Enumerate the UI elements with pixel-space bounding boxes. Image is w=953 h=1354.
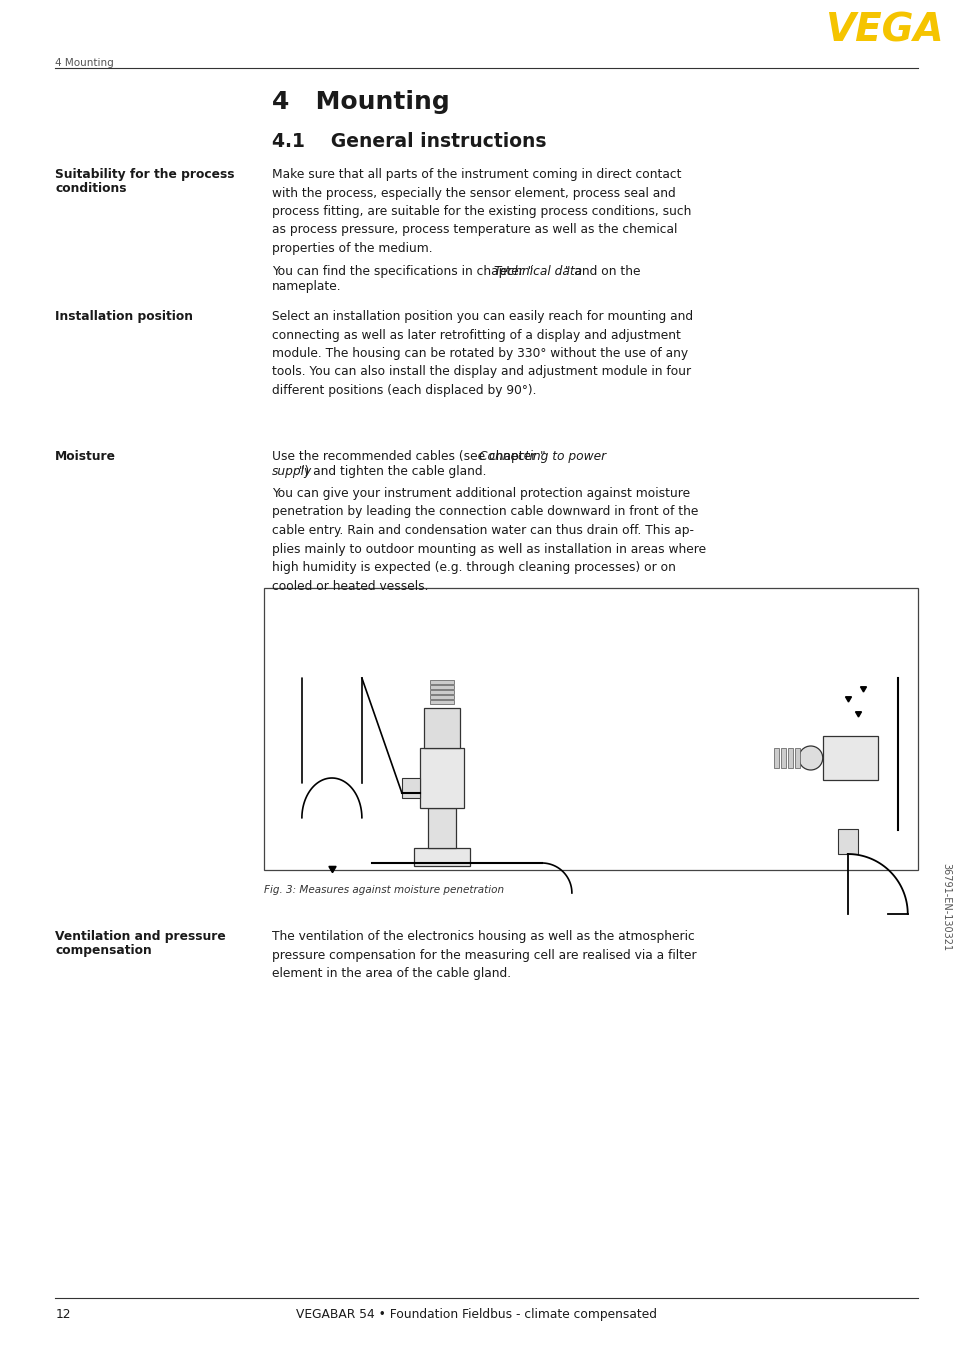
Text: supply: supply [272,464,312,478]
Text: VEGA: VEGA [824,12,943,50]
Bar [780,747,785,768]
Text: ") and tighten the cable gland.: ") and tighten the cable gland. [298,464,486,478]
Text: nameplate.: nameplate. [272,280,341,292]
Text: Use the recommended cables (see chapter ": Use the recommended cables (see chapter … [272,450,545,463]
Text: Fig. 3: Measures against moisture penetration: Fig. 3: Measures against moisture penetr… [264,886,503,895]
Circle shape [798,746,821,770]
Text: Ventilation and pressure: Ventilation and pressure [55,930,226,942]
Text: " and on the: " and on the [564,265,639,278]
Bar [430,700,454,704]
Bar [430,685,454,689]
Bar [430,680,454,684]
Bar [401,779,419,798]
Bar [264,588,917,871]
Text: You can give your instrument additional protection against moisture
penetration : You can give your instrument additional … [272,487,705,593]
Bar [419,747,463,808]
Text: You can find the specifications in chapter ": You can find the specifications in chapt… [272,265,533,278]
Text: 4 Mounting: 4 Mounting [55,58,114,68]
Bar [837,829,857,854]
Bar [414,848,470,867]
Bar [773,747,778,768]
Text: 12: 12 [55,1308,71,1322]
Bar [787,747,792,768]
Text: 4.1    General instructions: 4.1 General instructions [272,131,546,152]
Text: Moisture: Moisture [55,450,116,463]
Text: Make sure that all parts of the instrument coming in direct contact
with the pro: Make sure that all parts of the instrume… [272,168,691,255]
Bar [430,691,454,695]
Text: The ventilation of the electronics housing as well as the atmospheric
pressure c: The ventilation of the electronics housi… [272,930,696,980]
Bar [423,708,459,747]
Bar [430,695,454,699]
Text: Suitability for the process: Suitability for the process [55,168,234,181]
Bar [794,747,799,768]
Text: Select an installation position you can easily reach for mounting and
connecting: Select an installation position you can … [272,310,692,397]
Text: 4   Mounting: 4 Mounting [272,89,449,114]
Text: VEGABAR 54 • Foundation Fieldbus - climate compensated: VEGABAR 54 • Foundation Fieldbus - clima… [296,1308,657,1322]
Text: Installation position: Installation position [55,310,193,324]
Bar [428,808,456,848]
Text: compensation: compensation [55,944,152,957]
Text: 36791-EN-130321: 36791-EN-130321 [940,862,950,952]
Text: Technical data: Technical data [494,265,581,278]
Text: Connecting to power: Connecting to power [478,450,605,463]
Bar [821,737,877,780]
Text: conditions: conditions [55,181,127,195]
